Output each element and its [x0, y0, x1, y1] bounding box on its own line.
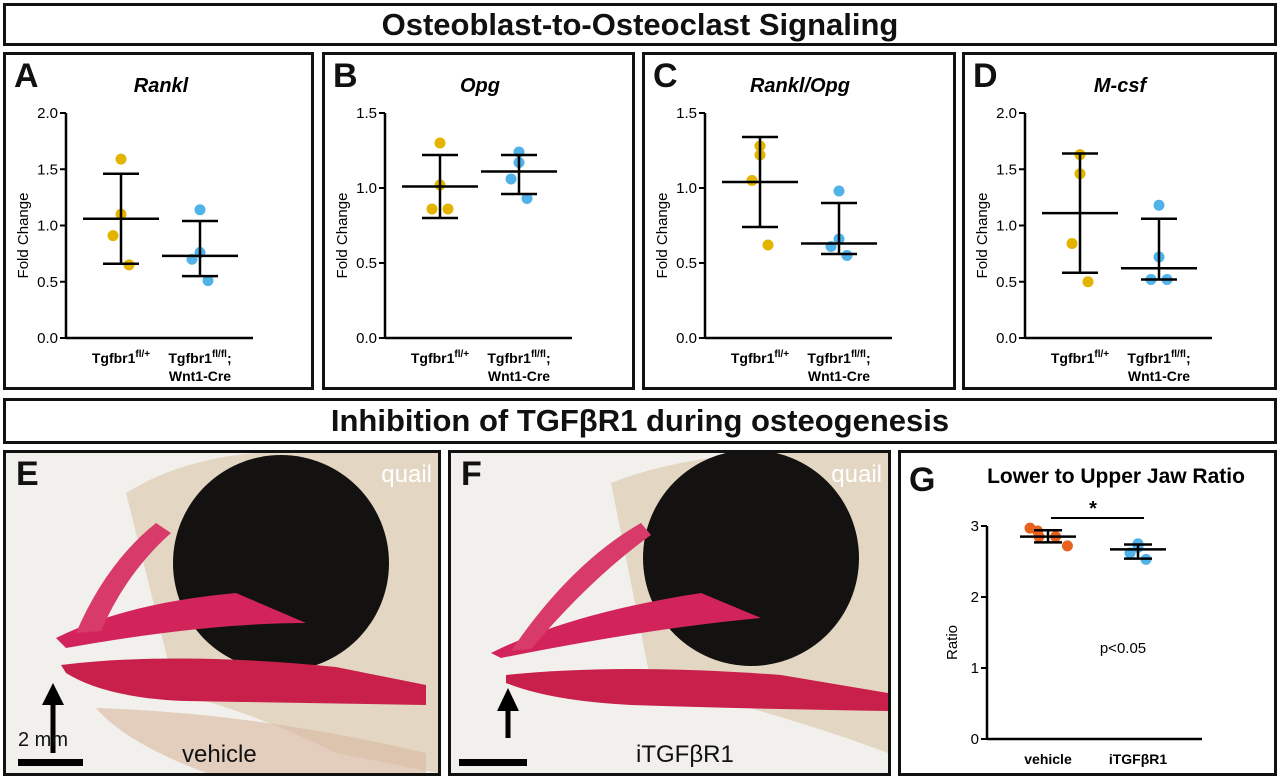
top-banner-title: Osteoblast-to-Osteoclast Signaling — [381, 6, 899, 42]
panel-g: G Lower to Upper Jaw Ratio 0 1 2 3 Ratio vehic… — [898, 450, 1277, 776]
chart-jaw-ratio: Lower to Upper Jaw Ratio 0 1 2 3 Ratio vehicle… — [944, 465, 1245, 767]
y-tick-label: 0.0 — [996, 330, 1017, 347]
panel-letter: C — [653, 57, 678, 95]
y-tick-label: 0.5 — [356, 255, 377, 272]
quail-skull-itgfbr1-image — [451, 453, 888, 773]
quail-skull-vehicle-image — [6, 453, 438, 773]
data-point — [833, 185, 845, 197]
panel-letter: F — [461, 455, 482, 493]
y-tick-label: 0.5 — [996, 274, 1017, 291]
y-tick-label: 1 — [971, 660, 979, 677]
data-point — [202, 275, 214, 287]
x-tick-label: Tgfbr1fl/fl; — [168, 349, 231, 366]
data-point — [194, 204, 206, 216]
y-tick-label: 1.0 — [356, 180, 377, 197]
arrow-icon — [42, 683, 64, 753]
y-tick-label: 1.5 — [676, 105, 697, 122]
panel-letter: A — [14, 57, 39, 95]
treatment-label: vehicle — [182, 741, 257, 768]
x-tick-label: Tgfbr1fl/fl; — [487, 349, 550, 366]
x-tick-label-line2: Wnt1-Cre — [488, 368, 550, 384]
chart-opg: Opg 0.0 0.5 1.0 1.5 Fold Change Tgfbr1fl/+ Tgfb… — [334, 75, 572, 384]
data-point — [1153, 199, 1165, 211]
species-label: quail — [381, 461, 432, 488]
panel-letter: D — [973, 57, 998, 95]
data-point — [1082, 276, 1094, 288]
y-tick-label: 0.5 — [37, 274, 58, 291]
y-tick-label: 1.0 — [37, 218, 58, 235]
data-point — [115, 153, 127, 165]
data-point — [762, 239, 774, 251]
treatment-label: iTGFβR1 — [636, 741, 734, 768]
p-value-annotation: p<0.05 — [1100, 640, 1146, 657]
data-point — [746, 175, 758, 186]
y-tick-label: 1.5 — [356, 105, 377, 122]
bottom-banner: Inhibition of TGFβR1 during osteogenesis — [3, 398, 1277, 444]
y-axis-label: Fold Change — [974, 193, 991, 279]
y-tick-label: 0.0 — [356, 330, 377, 347]
chart-title: Rankl/Opg — [750, 75, 850, 97]
y-tick-label: 0 — [971, 731, 979, 748]
x-tick-label: vehicle — [1024, 751, 1072, 767]
y-tick-label: 2.0 — [37, 105, 58, 122]
scale-bar-label: 2 mm — [18, 729, 68, 751]
chart-title: Lower to Upper Jaw Ratio — [987, 465, 1245, 488]
chart-rankl: Rankl 0.0 0.5 1.0 1.5 2.0 Fold Change Tgfbr1fl/… — [15, 75, 253, 384]
panel-a: A Rankl 0.0 0.5 1.0 1.5 2.0 Fold Change Tgfbr1f… — [3, 52, 314, 390]
y-axis-label: Ratio — [944, 625, 961, 660]
panel-letter: G — [909, 461, 936, 499]
x-tick-label: iTGFβR1 — [1109, 751, 1168, 767]
chart-m-csf: M-csf 0.0 0.5 1.0 1.5 2.0 Fold Change Tgfbr1fl/… — [974, 75, 1212, 384]
bottom-banner-title: Inhibition of TGFβR1 during osteogenesis — [330, 403, 950, 438]
panel-letter: E — [16, 455, 39, 493]
data-point — [426, 203, 438, 215]
panel-b: B Opg 0.0 0.5 1.0 1.5 Fold Change Tgfbr1fl/+ Tg… — [322, 52, 635, 390]
chart-title: Rankl — [134, 75, 189, 97]
y-axis-label: Fold Change — [334, 193, 351, 279]
x-tick-label-line2: Wnt1-Cre — [808, 368, 870, 384]
x-tick-label-line2: Wnt1-Cre — [169, 368, 231, 384]
data-point — [505, 173, 517, 185]
panel-c: C Rankl/Opg 0.0 0.5 1.0 1.5 Fold Change Tgfbr1… — [642, 52, 956, 390]
y-tick-label: 0.0 — [676, 330, 697, 347]
y-tick-label: 1.5 — [996, 161, 1017, 178]
data-point — [107, 230, 119, 242]
y-tick-label: 3 — [971, 518, 979, 535]
y-tick-label: 1.0 — [676, 180, 697, 197]
data-point — [521, 193, 533, 204]
y-axis-label: Fold Change — [654, 193, 671, 279]
x-tick-label: Tgfbr1fl/+ — [1051, 349, 1109, 366]
chart-rankl-opg: Rankl/Opg 0.0 0.5 1.0 1.5 Fold Change Tgfbr1fl… — [654, 75, 892, 384]
panel-letter: B — [333, 57, 358, 95]
y-tick-label: 0.5 — [676, 255, 697, 272]
x-tick-label: Tgfbr1fl/+ — [731, 349, 789, 366]
top-banner: Osteoblast-to-Osteoclast Signaling — [3, 3, 1277, 46]
data-point — [434, 137, 446, 149]
panel-f-photo: F quail iTGFβR1 — [448, 450, 891, 776]
data-point — [841, 250, 853, 261]
data-point — [1061, 540, 1073, 552]
x-tick-label: Tgfbr1fl/+ — [92, 349, 150, 366]
arrow-icon — [497, 688, 519, 738]
species-label: quail — [831, 461, 882, 488]
data-point — [1066, 238, 1078, 249]
y-axis-label: Fold Change — [15, 193, 32, 279]
scale-bar — [459, 759, 527, 766]
y-tick-label: 1.5 — [37, 161, 58, 178]
panel-d: D M-csf 0.0 0.5 1.0 1.5 2.0 Fold Change Tgfbr1f… — [962, 52, 1277, 390]
panel-e-photo: E quail vehicle 2 mm — [3, 450, 441, 776]
data-point — [442, 203, 454, 215]
scale-bar — [18, 759, 83, 766]
x-tick-label: Tgfbr1fl/fl; — [1127, 349, 1190, 366]
x-tick-label-line2: Wnt1-Cre — [1128, 368, 1190, 384]
chart-title: Opg — [460, 75, 500, 97]
y-tick-label: 2.0 — [996, 105, 1017, 122]
chart-title: M-csf — [1094, 75, 1149, 97]
y-tick-label: 2 — [971, 589, 979, 606]
x-tick-label: Tgfbr1fl/+ — [411, 349, 469, 366]
significance-star: * — [1089, 498, 1097, 520]
x-tick-label: Tgfbr1fl/fl; — [807, 349, 870, 366]
y-tick-label: 0.0 — [37, 330, 58, 347]
y-tick-label: 1.0 — [996, 218, 1017, 235]
